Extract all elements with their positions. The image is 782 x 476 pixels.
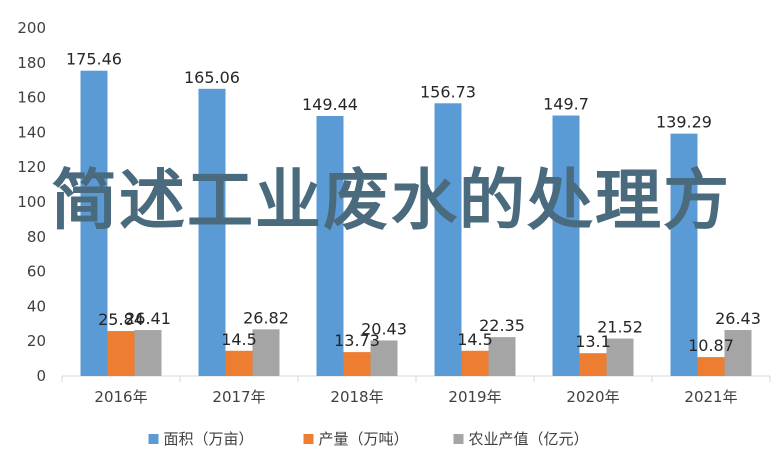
data-label: 13.73 [334,331,380,350]
bar [579,353,607,376]
data-label: 26.43 [715,309,761,328]
data-label: 14.5 [221,330,257,349]
bar [434,103,462,377]
y-tick-label: 160 [17,89,46,107]
bar [107,331,135,376]
bar [343,352,371,376]
data-label: 149.7 [543,95,589,114]
y-tick-label: 0 [36,367,46,385]
bar [370,340,398,376]
legend: 面积（万亩） 产量（万吨） 农业产值（亿元） [148,430,589,448]
legend-swatch [303,434,314,444]
bar [134,330,162,376]
data-label: 21.52 [597,318,643,337]
x-axis: 2016年 2017年 2018年 2019年 2020年 2021年 [61,375,771,406]
data-label: 156.73 [420,82,476,101]
bar [225,350,253,376]
data-label: 175.46 [66,50,122,69]
legend-label: 农业产值（亿元） [469,430,589,448]
bar [252,329,280,376]
bar [198,88,226,377]
y-tick-label: 200 [17,19,46,37]
bar [461,350,489,376]
data-label: 13.1 [575,332,611,351]
data-labels: 175.46 165.06 149.44 156.73 149.7 139.29 25.84… [66,50,761,355]
y-tick-label: 40 [27,297,46,315]
bar [724,330,752,376]
legend-swatch [148,434,159,444]
x-tick-label: 2020年 [566,388,619,406]
data-label: 26.41 [125,309,171,328]
data-label: 149.44 [302,95,358,114]
y-tick-label: 60 [27,263,46,281]
x-tick-label: 2019年 [448,388,501,406]
data-label: 20.43 [361,319,407,338]
data-label: 14.5 [457,330,493,349]
y-tick-label: 20 [27,332,46,350]
y-tick-label: 120 [17,158,46,176]
bar [606,338,634,376]
data-label: 22.35 [479,316,525,335]
y-tick-label: 140 [17,123,46,141]
bar [80,70,108,377]
y-axis: 0 20 40 60 80 100 120 140 160 180 200 [17,19,46,385]
bar [316,115,344,377]
legend-label: 面积（万亩） [164,430,254,448]
data-label: 165.06 [184,68,240,87]
x-tick-label: 2016年 [94,388,147,406]
bar [697,357,725,376]
legend-label: 产量（万吨） [319,430,409,448]
x-tick-label: 2018年 [330,388,383,406]
data-label: 25.84 [98,310,144,329]
legend-swatch [453,434,464,444]
y-tick-label: 180 [17,54,46,72]
bars [80,70,752,377]
data-label: 139.29 [656,113,712,132]
x-tick-label: 2021年 [684,388,737,406]
data-label: 26.82 [243,308,289,327]
y-tick-label: 80 [27,228,46,246]
bar [552,115,580,376]
bar [670,133,698,376]
x-tick-label: 2017年 [212,388,265,406]
data-label: 10.87 [688,336,734,355]
bar [488,337,516,376]
y-tick-label: 100 [17,193,46,211]
